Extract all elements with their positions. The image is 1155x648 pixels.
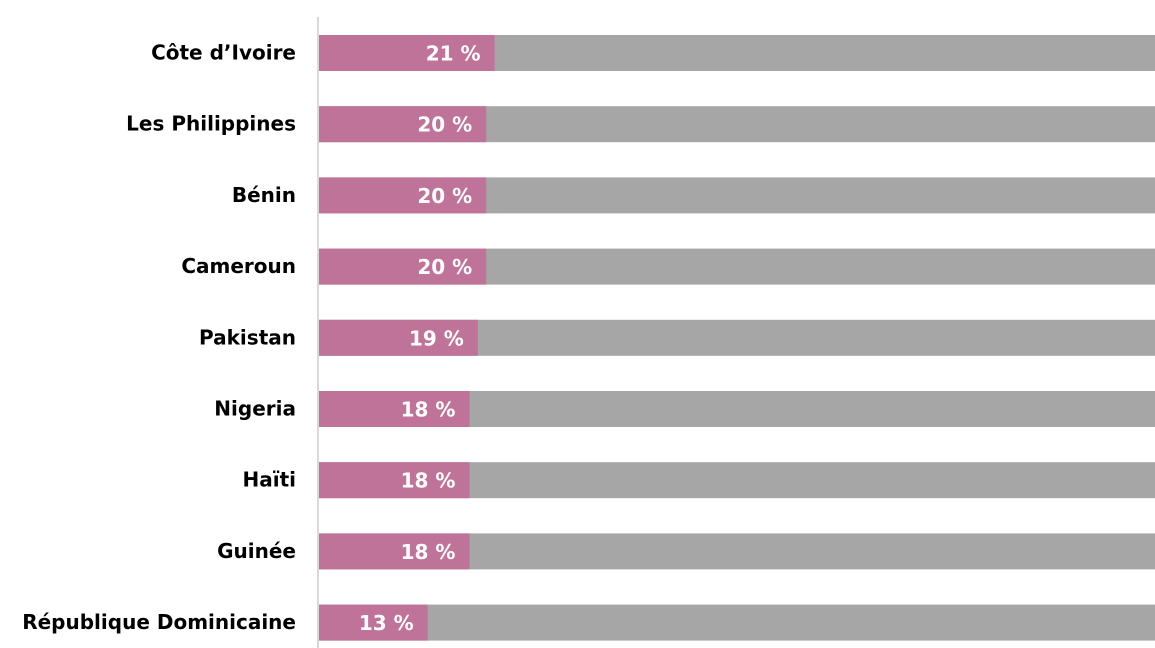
category-label: Haïti [242,468,296,492]
value-label: 20 % [417,113,472,137]
bar [319,604,428,641]
bar [319,35,495,71]
category-label: Pakistan [199,325,296,349]
value-label: 18 % [401,540,456,564]
bar [319,462,470,499]
category-label: Côte d’Ivoire [151,41,296,65]
bar [319,533,470,570]
value-label: 18 % [401,398,456,422]
bar [319,248,487,285]
category-label: Cameroun [181,254,296,278]
category-label: Les Philippines [126,112,296,136]
value-label: 20 % [417,255,472,279]
bar [319,106,487,143]
value-label: 13 % [359,611,414,635]
bar-track [319,604,1155,641]
category-label: Nigeria [214,397,296,421]
value-label: 19 % [409,326,464,350]
category-label: République Dominicaine [22,610,296,634]
value-label: 18 % [401,469,456,493]
value-label: 21 % [426,42,481,66]
value-label: 20 % [417,184,472,208]
category-label: Guinée [217,539,296,563]
bar [319,391,470,427]
bar [319,319,478,356]
bar [319,177,487,214]
category-label: Bénin [232,183,296,207]
